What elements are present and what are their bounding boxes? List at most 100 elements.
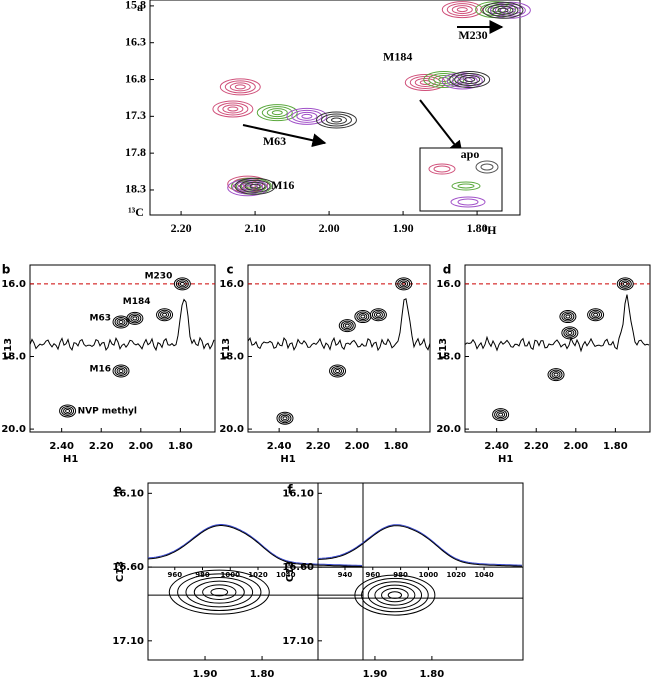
peak-contour xyxy=(112,364,130,378)
contour-level xyxy=(561,311,575,322)
contour-level xyxy=(320,113,352,127)
contour-level xyxy=(249,183,261,189)
x2-tick-label: 1000 xyxy=(419,571,439,579)
contour-level xyxy=(354,310,372,324)
contour-level xyxy=(179,281,185,286)
contour-level xyxy=(325,115,347,125)
peak-contour xyxy=(329,364,347,378)
peak-label: M184 xyxy=(383,49,412,63)
peak-contour xyxy=(219,78,261,96)
y-tick-label: 17.8 xyxy=(125,145,146,159)
y-tick-label: 16.8 xyxy=(125,71,146,85)
inset xyxy=(419,147,503,212)
trace xyxy=(317,525,523,567)
contour-level xyxy=(587,308,605,322)
y-tick-label: 16.60 xyxy=(112,562,144,573)
contour-level xyxy=(492,5,514,15)
y-axis-label: C13 xyxy=(285,561,296,582)
contour-level xyxy=(185,576,254,608)
contour-level xyxy=(118,369,124,374)
y-tick-label: 16.10 xyxy=(112,488,144,499)
contour-level xyxy=(401,281,407,286)
plot-frame xyxy=(317,482,524,661)
contour-level xyxy=(547,368,565,382)
contour-level xyxy=(375,312,381,317)
plot-frame xyxy=(147,482,364,661)
contour-level xyxy=(360,314,366,319)
contour-level xyxy=(504,7,516,13)
contour-level xyxy=(497,7,509,13)
panel-a-decor xyxy=(242,20,504,212)
x2-tick-label: 1020 xyxy=(248,571,268,579)
x-tick-label: 1.90 xyxy=(363,669,388,680)
y-tick-label: 16.3 xyxy=(125,34,146,48)
y-axis-label: C13 xyxy=(115,561,126,582)
panel: d 2.40 2.20 2.00 1.80 16.0 18.0 20.0 H1 C13 xyxy=(436,263,651,465)
contour-level xyxy=(344,323,350,328)
contour-level xyxy=(559,310,577,324)
peak-contour xyxy=(286,107,328,125)
contour-level xyxy=(256,104,298,122)
contour-level xyxy=(399,280,409,288)
inset-label: apo xyxy=(461,147,480,161)
contour-level xyxy=(622,281,628,286)
contour-level xyxy=(59,404,77,418)
panel-letter: d xyxy=(443,263,452,277)
contour-level xyxy=(404,73,446,91)
contour-level xyxy=(494,3,526,17)
x-tick-label: 2.00 xyxy=(563,441,588,452)
x-axis-label: H1 xyxy=(280,454,295,465)
contour-level xyxy=(489,1,531,19)
y-axis-label: C13 xyxy=(3,338,14,359)
peak-contour xyxy=(354,574,436,616)
plot-frame xyxy=(247,264,431,433)
peak-contour xyxy=(173,277,191,291)
peak-contour xyxy=(489,1,531,19)
contour-level xyxy=(340,320,354,331)
y-tick-label: 18.0 xyxy=(436,351,461,362)
contour-level xyxy=(492,408,510,422)
x2-tick-label: 940 xyxy=(338,571,353,579)
contour-level xyxy=(331,366,345,377)
peak-contour xyxy=(276,411,294,425)
x-tick-label: 2.40 xyxy=(49,441,74,452)
x-axis-label: ¹H xyxy=(484,223,498,237)
contour-level xyxy=(618,278,632,289)
contour-level xyxy=(482,1,524,19)
peak-label: M63 xyxy=(90,313,111,323)
x-axis-label: H1 xyxy=(63,454,78,465)
contour-level xyxy=(158,309,172,320)
contour-level xyxy=(414,77,436,87)
peak-contour xyxy=(449,71,491,89)
contour-level xyxy=(616,277,634,291)
contour-level xyxy=(132,316,138,321)
contour-level xyxy=(395,277,413,291)
panel: b 2.40 2.20 2.00 1.80 16.0 18.0 20.0 H1 C13 M230 M1… xyxy=(1,263,216,465)
peak-contour xyxy=(395,277,413,291)
contour-level xyxy=(451,5,473,15)
peak-contour xyxy=(256,104,298,122)
contour-level xyxy=(498,412,504,417)
y-axis-label: C13 xyxy=(221,338,232,359)
contour-level xyxy=(563,313,573,321)
contour-level xyxy=(354,574,436,616)
x-axis-label: H1 xyxy=(498,454,513,465)
x2-tick-label: 960 xyxy=(365,571,380,579)
peak-label: M230 xyxy=(458,28,487,42)
x2-tick-label: 1000 xyxy=(221,571,241,579)
contour-level xyxy=(244,181,266,191)
contour-level xyxy=(116,367,126,375)
contour-level xyxy=(63,407,73,415)
contour-level xyxy=(494,409,508,420)
panel-letter: f xyxy=(287,483,293,497)
y-tick-label: 17.10 xyxy=(282,636,314,647)
contour-level xyxy=(499,5,521,15)
peak-contour xyxy=(561,326,579,340)
contour-level xyxy=(620,280,630,288)
x-tick-label: 2.20 xyxy=(524,441,549,452)
y-tick-label: 20.0 xyxy=(219,424,244,435)
contour-level xyxy=(373,311,383,319)
contour-level xyxy=(589,309,603,320)
contour-level xyxy=(371,309,385,320)
